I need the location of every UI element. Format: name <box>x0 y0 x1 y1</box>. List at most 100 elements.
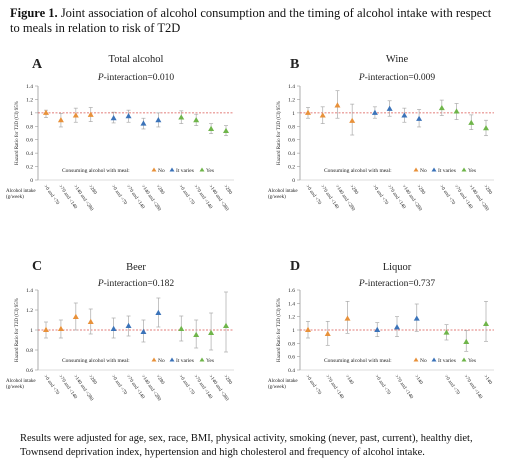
legend-marker-orange <box>151 357 157 362</box>
legend: Consuming alcohol with meal: No It varies Y… <box>62 357 214 364</box>
x-tick-label: >0 and <70 <box>178 374 195 396</box>
legend-entry: It varies <box>176 168 194 174</box>
legend-title: Consuming alcohol with meal: <box>324 168 392 174</box>
legend-title: Consuming alcohol with meal: <box>62 358 130 364</box>
data-point-orange <box>43 326 49 332</box>
p-interaction-label: P-interaction=0.009 <box>358 73 436 83</box>
y-tick-label: 1 <box>30 328 33 334</box>
y-tick-label: 0.8 <box>288 341 295 347</box>
panel-d: D Liquor P-interaction=0.737 0.4 0.6 0.8 1 1.2 1… <box>268 259 494 400</box>
x-tick-label: >140 <box>413 374 423 386</box>
p-interaction-label: P-interaction=0.737 <box>358 279 436 289</box>
legend-title: Consuming alcohol with meal: <box>62 168 130 174</box>
data-point-blue <box>155 117 162 123</box>
y-tick-label: 1.4 <box>26 84 33 90</box>
legend-entry: It varies <box>438 168 456 174</box>
x-tick-label: >140 <box>344 374 354 386</box>
y-tick-label: 1.2 <box>288 315 295 321</box>
data-point-green <box>468 119 475 125</box>
x-tick-label: >280 <box>222 184 232 196</box>
x-tick-label: >0 and <70 <box>178 184 195 206</box>
y-tick-label: 1 <box>292 328 295 334</box>
data-point-blue <box>416 115 423 121</box>
legend-marker-blue <box>169 357 175 362</box>
y-tick-label: 0 <box>292 178 295 184</box>
data-point-orange <box>87 111 94 117</box>
data-point-orange <box>334 102 341 108</box>
legend-entry: No <box>420 358 427 364</box>
data-point-green <box>178 325 185 331</box>
data-point-green <box>208 329 215 335</box>
legend: Consuming alcohol with meal: No It varies Y… <box>62 167 214 174</box>
y-tick-label: 0.2 <box>26 165 33 171</box>
y-axis-label: Hazard Ratio for T2D (CI) 95% <box>15 298 20 362</box>
legend-marker-green <box>199 357 205 362</box>
data-point-blue <box>140 120 147 126</box>
panel-title: Wine <box>386 54 409 65</box>
legend-marker-orange <box>413 357 419 362</box>
data-point-orange <box>344 315 351 321</box>
x-tick-label: >0 and <70 <box>304 184 321 206</box>
legend-marker-green <box>199 167 205 172</box>
y-tick-label: 1.2 <box>26 308 33 314</box>
x-tick-label: >280 <box>222 374 232 386</box>
data-point-orange <box>324 330 331 336</box>
y-tick-label: 0 <box>30 178 33 184</box>
panel-title: Liquor <box>383 262 412 273</box>
legend-marker-green <box>461 357 467 362</box>
x-tick-label: >0 and <70 <box>42 374 59 396</box>
legend-marker-blue <box>169 167 175 172</box>
data-point-orange <box>43 109 49 115</box>
y-axis-label: Hazard Ratio for T2D (CI) 95% <box>277 101 282 165</box>
data-point-green <box>178 114 185 120</box>
figure-title: Figure 1. Joint association of alcohol c… <box>10 6 502 36</box>
data-point-orange <box>72 112 79 118</box>
y-tick-label: 1.4 <box>26 288 33 294</box>
x-axis-label: Alcohol intake (g/week) <box>268 189 298 200</box>
legend-entry: Yes <box>468 168 476 174</box>
footnote: Results were adjusted for age, sex, race… <box>20 433 473 458</box>
x-tick-label: >280 <box>349 184 359 196</box>
y-tick-label: 0.4 <box>288 368 295 374</box>
data-point-green <box>438 104 445 111</box>
y-tick-label: 0.8 <box>26 124 33 130</box>
x-tick-label: >0 and <70 <box>110 184 127 206</box>
data-point-orange <box>305 326 311 332</box>
x-axis-label: Alcohol intake (g/week) <box>268 379 298 390</box>
x-tick-label: >0 and <70 <box>42 184 59 206</box>
panel-a: A Total alcohol P-interaction=0.010 0 0.2 0.4… <box>6 54 234 212</box>
data-point-green <box>453 108 460 114</box>
x-tick-label: >280 <box>87 374 97 386</box>
legend-marker-blue <box>431 167 437 172</box>
data-point-green <box>193 331 200 337</box>
x-tick-label: >280 <box>155 374 165 386</box>
data-point-green <box>223 127 229 133</box>
legend-marker-orange <box>151 167 157 172</box>
y-tick-label: 0.8 <box>288 124 295 130</box>
y-tick-label: 0.4 <box>26 151 33 157</box>
x-tick-label: >280 <box>482 184 492 196</box>
y-tick-label: 0.8 <box>26 348 33 354</box>
data-point-orange <box>349 117 356 123</box>
x-tick-label: >70 and <140 <box>393 374 413 400</box>
data-point-blue <box>386 105 393 111</box>
error-bar <box>224 291 228 353</box>
y-tick-label: 0.2 <box>288 165 295 171</box>
figure-title-text: Joint association of alcohol consumption… <box>10 6 492 35</box>
y-tick-label: 0.4 <box>288 151 295 157</box>
y-tick-label: 1.4 <box>288 84 295 90</box>
data-point-green <box>483 125 489 131</box>
x-tick-label: >0 and <70 <box>443 374 460 396</box>
x-axis-label: Alcohol intake (g/week) <box>6 189 36 200</box>
data-point-blue <box>413 315 420 321</box>
data-point-orange <box>57 117 64 123</box>
y-tick-label: 1.2 <box>288 97 295 103</box>
y-tick-label: 1.6 <box>288 288 295 294</box>
data-point-blue <box>140 328 147 334</box>
y-tick-label: 1 <box>292 111 295 117</box>
x-tick-label: >70 and <140 <box>463 374 483 400</box>
legend-entry: No <box>158 168 165 174</box>
legend-marker-orange <box>413 167 419 172</box>
data-point-orange <box>87 318 94 324</box>
